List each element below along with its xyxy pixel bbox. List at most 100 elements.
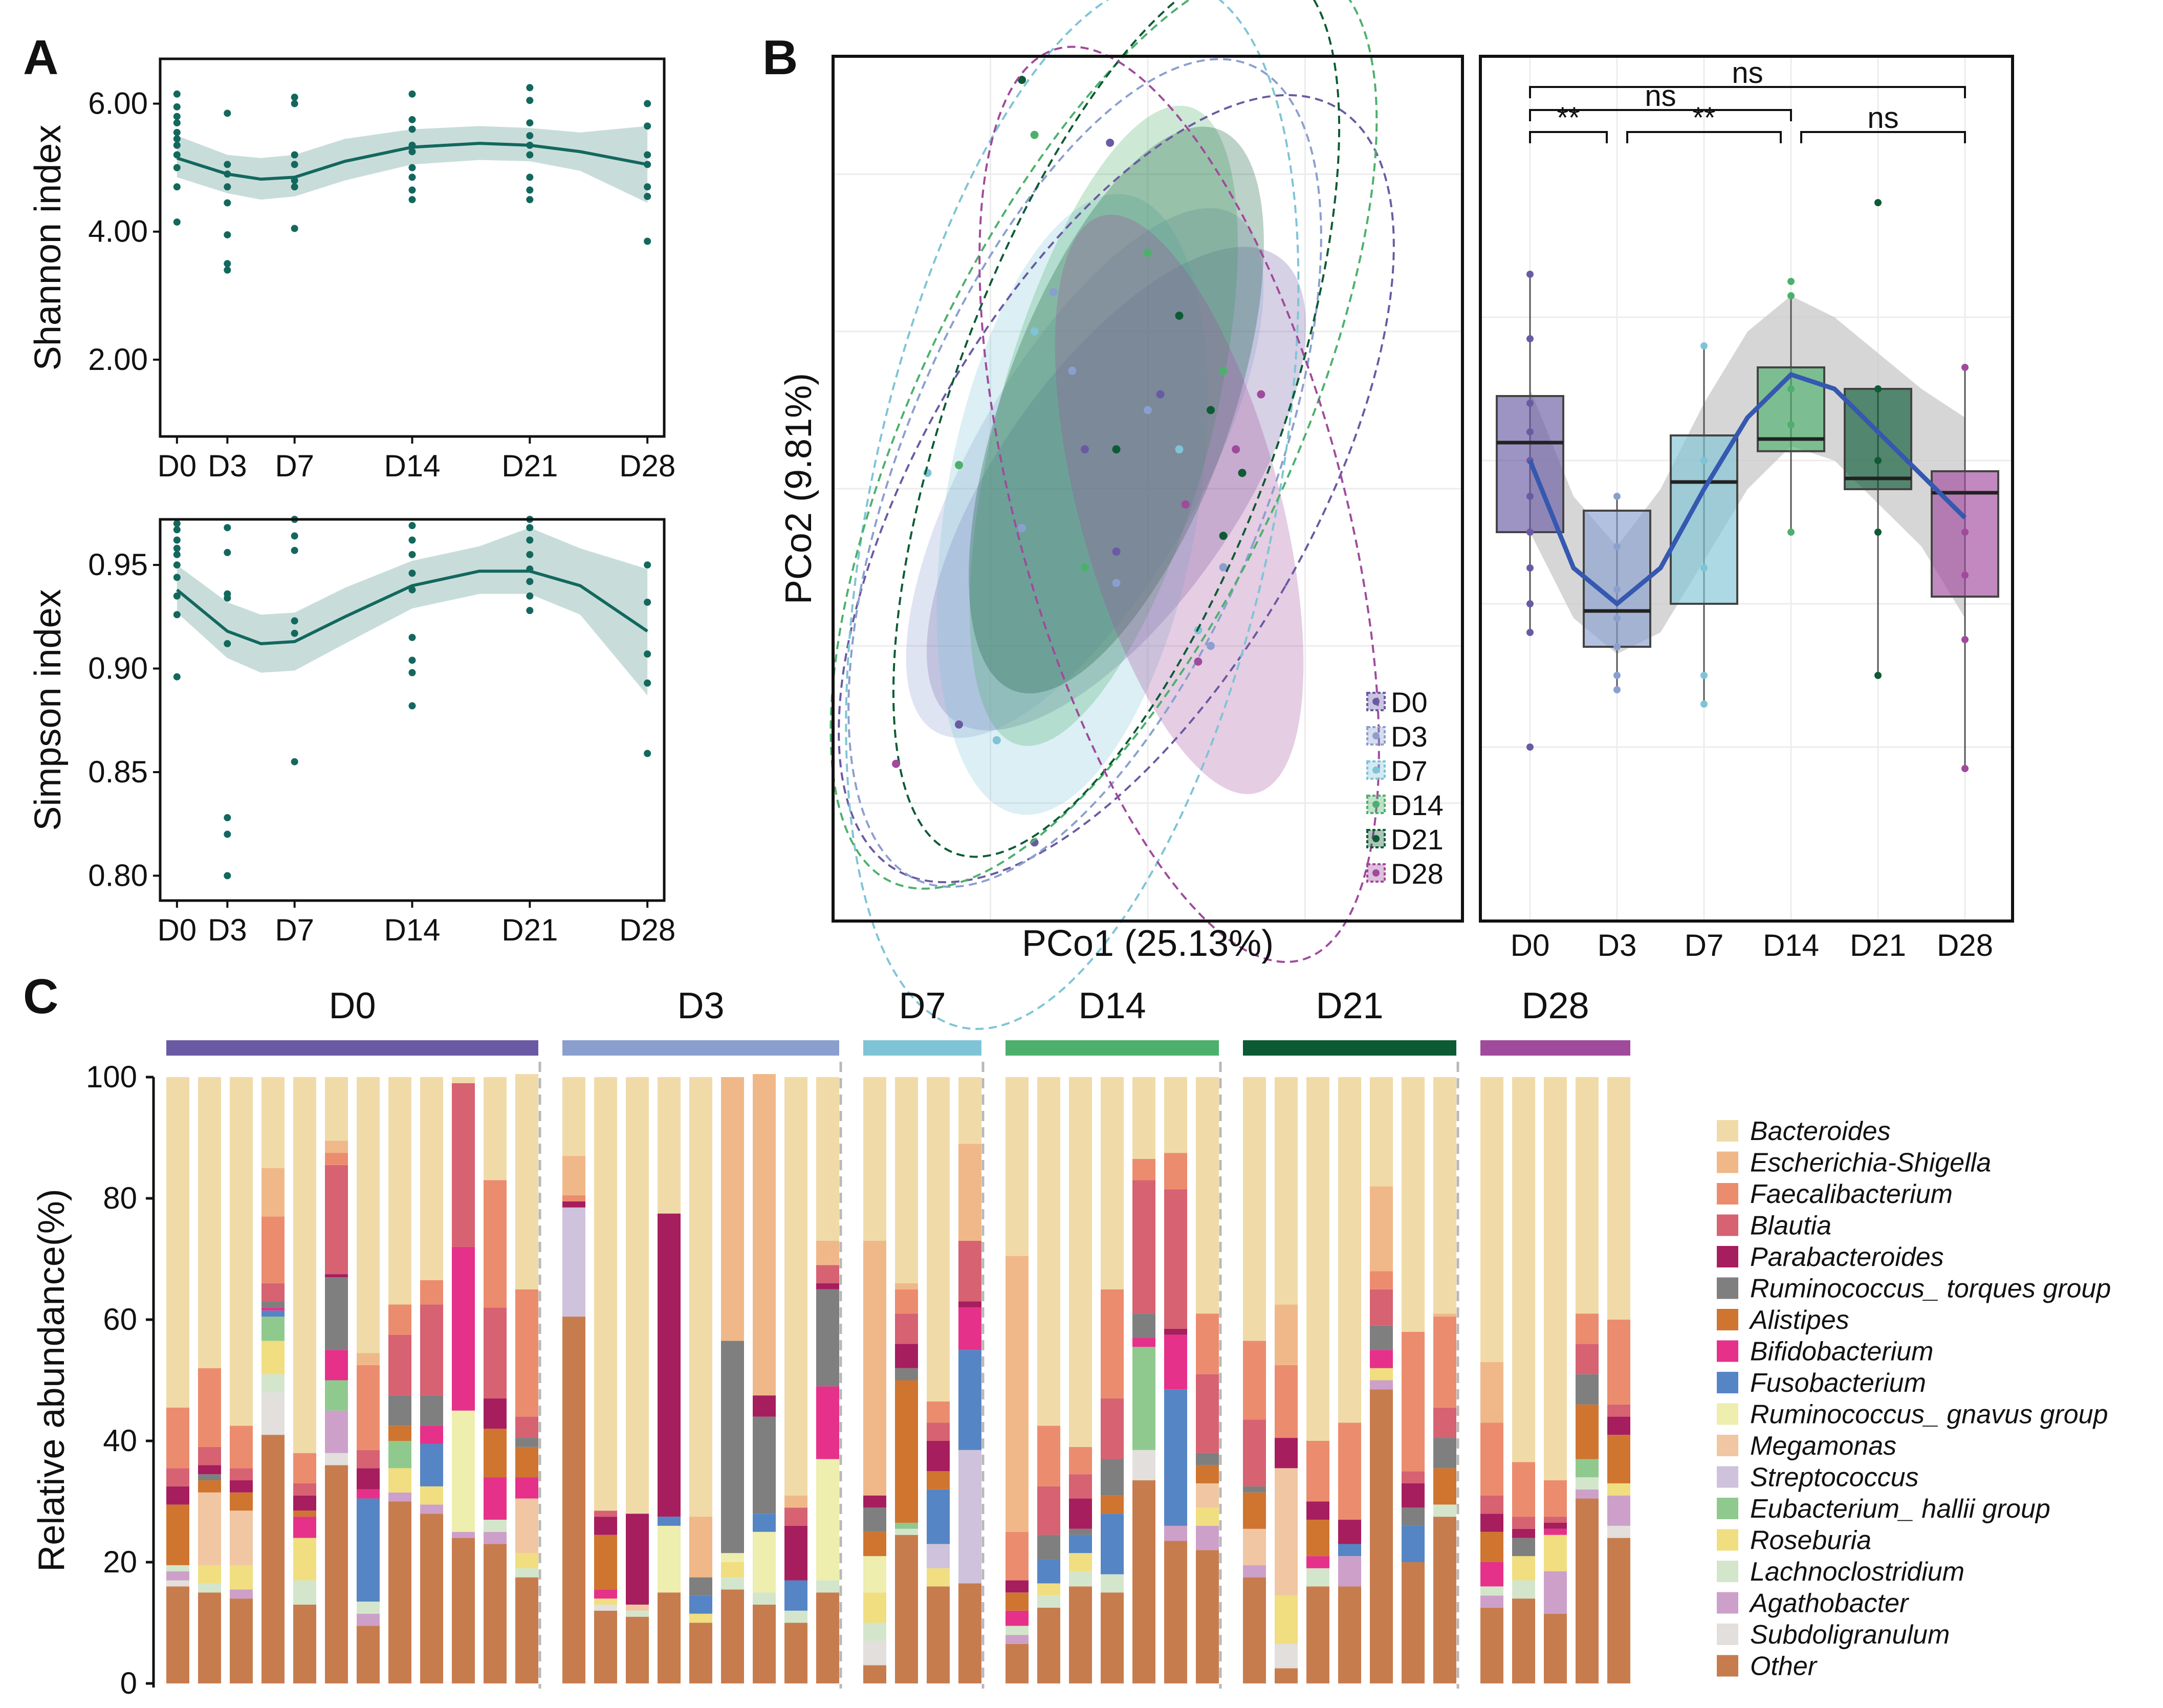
bar-segment bbox=[927, 1441, 950, 1472]
box-point-d0 bbox=[1526, 428, 1534, 435]
pcoa-point-d28 bbox=[1232, 445, 1240, 454]
box-point-d3 bbox=[1613, 586, 1621, 593]
shannon-point bbox=[526, 173, 534, 181]
bar-segment bbox=[230, 1510, 253, 1565]
bar-segment bbox=[1132, 1158, 1155, 1180]
bar-segment bbox=[452, 1531, 475, 1538]
simpson-y-tick-label: 0.95 bbox=[88, 548, 148, 582]
bar-segment bbox=[230, 1589, 253, 1599]
shannon-point bbox=[408, 90, 416, 98]
bar-segment bbox=[1338, 1520, 1361, 1544]
bar-segment bbox=[1275, 1304, 1298, 1365]
bar-segment bbox=[1544, 1535, 1567, 1571]
shannon-point bbox=[173, 113, 181, 120]
bar-segment bbox=[1512, 1077, 1535, 1462]
bar-segment bbox=[230, 1480, 253, 1493]
significance-bracket bbox=[1529, 109, 1792, 121]
shannon-point bbox=[644, 192, 651, 200]
significance-label: ** bbox=[1557, 101, 1580, 135]
shannon-y-tick-label: 2.00 bbox=[88, 342, 148, 377]
shannon-frame bbox=[159, 57, 666, 438]
bar-segment bbox=[1338, 1556, 1361, 1587]
pcoa-point-d21 bbox=[1112, 445, 1121, 454]
bar-segment bbox=[230, 1565, 253, 1590]
simpson-point bbox=[408, 570, 416, 577]
bar-segment bbox=[484, 1477, 507, 1520]
bar-segment bbox=[816, 1283, 839, 1289]
bar-segment bbox=[753, 1531, 776, 1593]
pcoa-point-d28 bbox=[892, 759, 900, 768]
bar-segment bbox=[1069, 1474, 1092, 1499]
bar-segment bbox=[1243, 1341, 1266, 1420]
pcoa-legend-dot bbox=[1372, 835, 1380, 842]
box-x-tick-label: D21 bbox=[1850, 928, 1906, 962]
shannon-point bbox=[644, 151, 651, 159]
bar-segment bbox=[357, 1468, 380, 1490]
bar-segment bbox=[753, 1074, 776, 1396]
bar-segment bbox=[1101, 1459, 1124, 1496]
bar-segment bbox=[1370, 1325, 1393, 1350]
bar-segment bbox=[863, 1623, 886, 1641]
pcoa-point-d3 bbox=[1018, 523, 1026, 532]
bar-segment bbox=[1402, 1331, 1425, 1472]
bar-segment bbox=[1132, 1077, 1155, 1159]
bar-segment bbox=[515, 1416, 538, 1438]
pcoa-point-d14 bbox=[1030, 130, 1039, 139]
simpson-point bbox=[224, 594, 231, 602]
bar-segment bbox=[1370, 1289, 1393, 1326]
pcoa-legend-label: D0 bbox=[1391, 686, 1428, 718]
shannon-point bbox=[224, 199, 231, 207]
bar-segment bbox=[1480, 1362, 1503, 1423]
box-trend-line bbox=[1527, 371, 1967, 607]
bar-segment bbox=[1275, 1595, 1298, 1644]
simpson-y-axis-title: Simpson index bbox=[28, 589, 69, 830]
bar-segment bbox=[1306, 1586, 1329, 1683]
simpson-point bbox=[173, 611, 181, 619]
bar-segment bbox=[1006, 1077, 1029, 1256]
pcoa-point-d0 bbox=[1112, 547, 1121, 556]
box-point-d28 bbox=[1961, 636, 1969, 643]
bar-segment bbox=[658, 1213, 681, 1517]
box-point-d0 bbox=[1526, 743, 1534, 751]
bar-segment bbox=[1069, 1077, 1092, 1447]
bar-segment bbox=[1544, 1571, 1567, 1614]
simpson-point bbox=[224, 524, 231, 532]
simpson-point bbox=[224, 814, 231, 822]
shannon-trend-line bbox=[176, 142, 648, 181]
bar-segment bbox=[293, 1580, 316, 1605]
bar-segment bbox=[594, 1589, 617, 1599]
bar-segment bbox=[626, 1610, 649, 1617]
shannon-point bbox=[224, 110, 231, 117]
bar-segment bbox=[166, 1407, 189, 1469]
bar-segment bbox=[484, 1307, 507, 1399]
simpson-y-tick-label: 0.90 bbox=[88, 651, 148, 686]
simpson-point bbox=[644, 679, 651, 687]
bar-segment bbox=[1101, 1574, 1124, 1593]
bar-segment bbox=[198, 1368, 221, 1447]
bar-segment bbox=[1607, 1435, 1630, 1483]
bar-segment bbox=[863, 1495, 886, 1508]
bar-segment bbox=[1243, 1528, 1266, 1565]
pcoa-legend-dot bbox=[1372, 869, 1380, 877]
bar-segment bbox=[1512, 1556, 1535, 1581]
bar-segment bbox=[1544, 1613, 1567, 1683]
simpson-x-tick-label: D28 bbox=[619, 913, 675, 947]
bar-segment bbox=[594, 1604, 617, 1611]
pcoa-point-d3 bbox=[1207, 642, 1215, 650]
bar-segment bbox=[895, 1535, 918, 1683]
bar-segment bbox=[293, 1604, 316, 1683]
pcoa-frame bbox=[832, 55, 1464, 923]
bar-segment bbox=[420, 1443, 443, 1486]
bar-segment bbox=[230, 1426, 253, 1469]
bar-segment bbox=[1101, 1514, 1124, 1574]
bar-segment bbox=[1037, 1559, 1060, 1584]
composition-y-tick-label: 0 bbox=[120, 1666, 137, 1700]
simpson-point bbox=[644, 561, 651, 569]
bar-segment bbox=[958, 1144, 981, 1241]
bar-segment bbox=[958, 1450, 981, 1584]
bar-segment bbox=[1069, 1586, 1092, 1683]
bar-segment bbox=[325, 1165, 348, 1275]
bar-segment bbox=[325, 1453, 348, 1465]
box-point-d0 bbox=[1526, 493, 1534, 500]
bar-segment bbox=[230, 1492, 253, 1511]
